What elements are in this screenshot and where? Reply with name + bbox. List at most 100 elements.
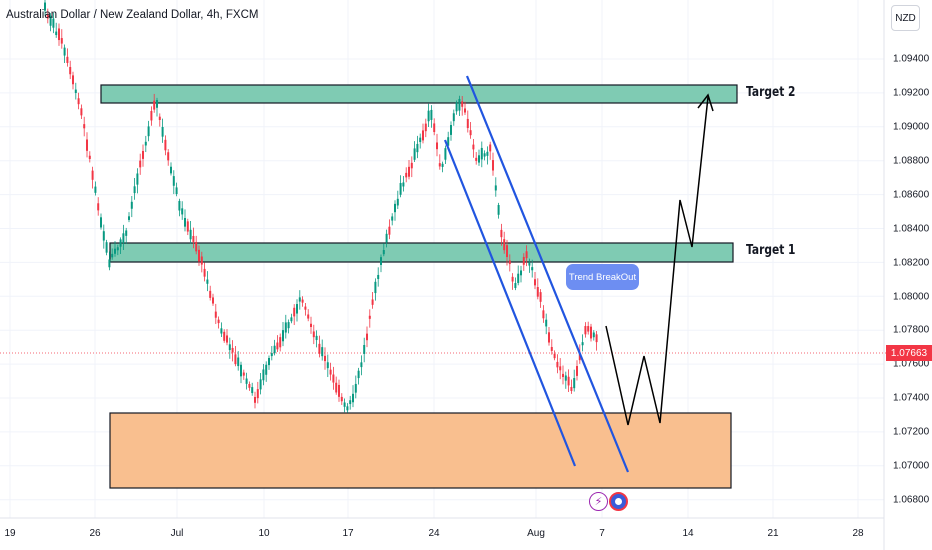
candle-body	[514, 283, 517, 289]
candle-body	[466, 118, 469, 129]
candle-body	[410, 162, 413, 169]
candle-body	[525, 251, 528, 259]
candle-body	[374, 281, 377, 294]
currency-button[interactable]: NZD	[891, 5, 920, 31]
candle-body	[388, 226, 391, 235]
channel-lower-line[interactable]	[443, 139, 577, 467]
price-label: 1.09000	[893, 121, 930, 133]
target-2-zone[interactable]	[100, 84, 738, 104]
candle-body	[144, 141, 147, 146]
candle-body	[332, 374, 335, 383]
trend-breakout-badge[interactable]: Trend BreakOut	[566, 264, 639, 290]
target-1-zone[interactable]	[109, 242, 734, 263]
candle-body	[548, 332, 550, 343]
candle-body	[44, 2, 46, 11]
candle-body	[256, 389, 259, 399]
candle-body	[259, 379, 262, 390]
candle-body	[433, 123, 436, 133]
candle-body	[520, 270, 522, 276]
candle-body	[116, 247, 119, 251]
candle-body	[424, 123, 427, 132]
candle-body	[489, 144, 492, 152]
candle-body	[58, 28, 60, 41]
candle-body	[287, 322, 290, 329]
candle-body	[245, 378, 248, 384]
candle-body	[217, 319, 220, 324]
candle-body	[461, 101, 464, 107]
candle-body	[307, 314, 310, 319]
candle-body	[531, 267, 534, 271]
time-label: 14	[682, 528, 694, 539]
projection-path[interactable]	[605, 96, 709, 426]
price-label: 1.09400	[893, 53, 930, 65]
projection-arrow-head	[697, 93, 714, 112]
candle-body	[206, 279, 209, 284]
candle-body	[346, 406, 349, 411]
candle-body	[181, 208, 184, 215]
time-label: 26	[89, 528, 101, 539]
candle-body	[517, 273, 520, 283]
candle-body	[562, 373, 564, 378]
time-label: 7	[599, 528, 605, 539]
demand-zone[interactable]	[109, 412, 732, 489]
channel-upper-line[interactable]	[465, 75, 630, 473]
candle-body	[360, 362, 363, 368]
candle-body	[385, 233, 388, 243]
candle-body	[105, 242, 108, 253]
candle-body	[559, 366, 562, 371]
candle-body	[242, 372, 245, 376]
candle-body	[413, 148, 416, 160]
candle-body	[240, 364, 242, 377]
candle-body	[480, 147, 483, 160]
price-label: 1.07600	[893, 358, 930, 370]
candle-body	[66, 56, 69, 63]
candle-body	[156, 100, 158, 108]
candle-body	[276, 342, 279, 350]
candle-body	[119, 239, 122, 247]
candle-body	[578, 352, 581, 361]
candle-body	[100, 217, 102, 228]
target-1-label: Target 1	[746, 243, 796, 258]
candle-body	[248, 384, 251, 388]
candlesticks	[44, 0, 598, 413]
candle-body	[150, 110, 153, 121]
current-price-tag: 1.07663	[886, 345, 932, 361]
price-label: 1.09200	[893, 87, 930, 99]
candle-body	[394, 203, 396, 213]
candle-body	[396, 198, 399, 206]
candle-body	[158, 116, 161, 120]
candle-body	[136, 173, 139, 185]
price-label: 1.07200	[893, 426, 930, 438]
candle-body	[254, 396, 256, 403]
time-label: 28	[852, 528, 864, 539]
candle-body	[441, 163, 444, 167]
candle-body	[83, 124, 86, 129]
candle-body	[556, 361, 559, 368]
candle-body	[536, 287, 539, 297]
candle-body	[382, 249, 385, 255]
candle-body	[161, 127, 164, 137]
candle-body	[209, 290, 212, 298]
candle-body	[139, 160, 142, 168]
candle-body	[268, 358, 270, 366]
candle-body	[270, 353, 273, 357]
candle-body	[220, 328, 223, 334]
candle-body	[111, 253, 114, 258]
candle-body	[94, 186, 97, 193]
lightning-icon[interactable]: ⚡	[589, 492, 608, 511]
candle-body	[304, 306, 307, 310]
candle-body	[102, 231, 105, 241]
candle-body	[237, 357, 240, 367]
candle-body	[478, 155, 480, 163]
candle-body	[279, 337, 282, 348]
candle-body	[164, 139, 167, 151]
australia-flag-icon[interactable]	[609, 492, 628, 511]
candle-body	[363, 344, 366, 354]
candle-body	[422, 130, 424, 141]
candle-body	[522, 256, 525, 265]
candle-body	[203, 268, 206, 277]
candle-body	[380, 257, 382, 265]
candle-body	[86, 139, 88, 151]
candle-body	[469, 130, 472, 136]
